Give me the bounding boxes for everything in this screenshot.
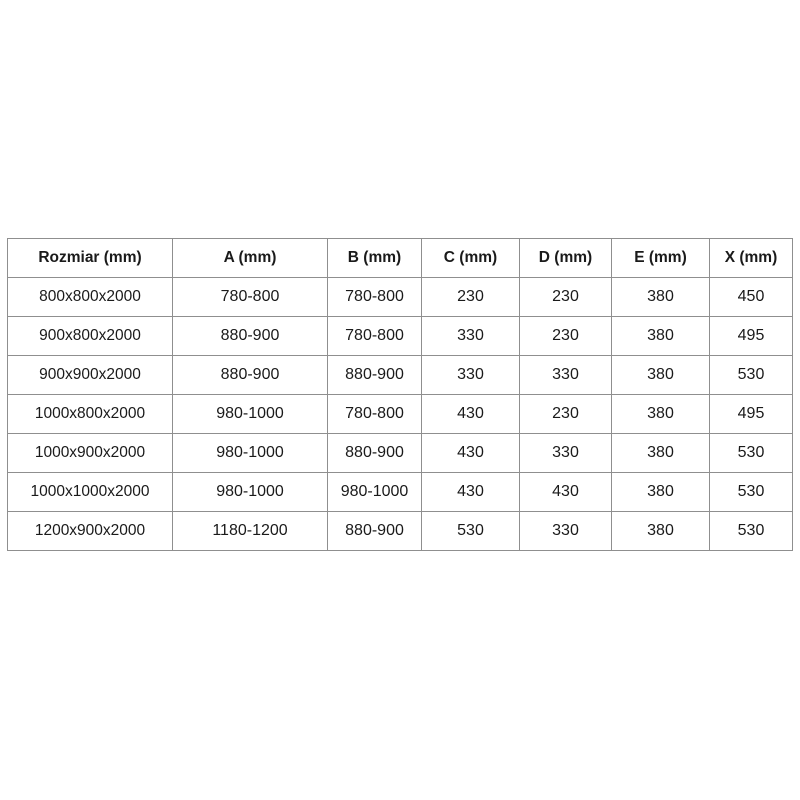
cell-e: 380	[611, 277, 710, 317]
cell-d: 430	[519, 472, 612, 512]
cell-size: 900x900x2000	[7, 355, 173, 395]
column-header-e: E (mm)	[611, 238, 710, 278]
cell-a: 880-900	[172, 355, 328, 395]
cell-e: 380	[611, 355, 710, 395]
cell-b: 780-800	[327, 277, 422, 317]
cell-e: 380	[611, 394, 710, 434]
cell-d: 330	[519, 355, 612, 395]
cell-a: 980-1000	[172, 433, 328, 473]
table-row: 900x900x2000 880-900 880-900 330 330 380…	[7, 355, 793, 395]
cell-size: 1000x1000x2000	[7, 472, 173, 512]
cell-c: 330	[421, 355, 520, 395]
cell-x: 495	[709, 316, 793, 356]
table-header: Rozmiar (mm) A (mm) B (mm) C (mm) D (mm)…	[7, 238, 793, 278]
cell-b: 980-1000	[327, 472, 422, 512]
cell-a: 980-1000	[172, 472, 328, 512]
cell-x: 450	[709, 277, 793, 317]
column-header-a: A (mm)	[172, 238, 328, 278]
cell-c: 430	[421, 472, 520, 512]
cell-x: 530	[709, 511, 793, 551]
cell-b: 780-800	[327, 394, 422, 434]
cell-c: 530	[421, 511, 520, 551]
cell-b: 880-900	[327, 355, 422, 395]
column-header-c: C (mm)	[421, 238, 520, 278]
cell-c: 430	[421, 394, 520, 434]
cell-size: 1000x800x2000	[7, 394, 173, 434]
cell-x: 530	[709, 433, 793, 473]
cell-d: 330	[519, 511, 612, 551]
cell-d: 230	[519, 394, 612, 434]
cell-size: 1200x900x2000	[7, 511, 173, 551]
column-header-size: Rozmiar (mm)	[7, 238, 173, 278]
cell-e: 380	[611, 316, 710, 356]
cell-d: 230	[519, 277, 612, 317]
table-row: 900x800x2000 880-900 780-800 330 230 380…	[7, 316, 793, 356]
cell-d: 230	[519, 316, 612, 356]
cell-a: 780-800	[172, 277, 328, 317]
cell-c: 230	[421, 277, 520, 317]
size-specification-table: Rozmiar (mm) A (mm) B (mm) C (mm) D (mm)…	[7, 238, 793, 551]
cell-size: 1000x900x2000	[7, 433, 173, 473]
column-header-x: X (mm)	[709, 238, 793, 278]
table-body: 800x800x2000 780-800 780-800 230 230 380…	[7, 277, 793, 551]
cell-x: 495	[709, 394, 793, 434]
cell-size: 900x800x2000	[7, 316, 173, 356]
cell-a: 880-900	[172, 316, 328, 356]
column-header-b: B (mm)	[327, 238, 422, 278]
table-row: 1000x900x2000 980-1000 880-900 430 330 3…	[7, 433, 793, 473]
cell-size: 800x800x2000	[7, 277, 173, 317]
table-header-row: Rozmiar (mm) A (mm) B (mm) C (mm) D (mm)…	[7, 238, 793, 278]
table-row: 800x800x2000 780-800 780-800 230 230 380…	[7, 277, 793, 317]
cell-a: 1180-1200	[172, 511, 328, 551]
cell-c: 430	[421, 433, 520, 473]
cell-e: 380	[611, 433, 710, 473]
cell-a: 980-1000	[172, 394, 328, 434]
cell-c: 330	[421, 316, 520, 356]
spec-table-container: Rozmiar (mm) A (mm) B (mm) C (mm) D (mm)…	[7, 238, 793, 551]
cell-b: 880-900	[327, 511, 422, 551]
cell-b: 880-900	[327, 433, 422, 473]
cell-e: 380	[611, 511, 710, 551]
cell-d: 330	[519, 433, 612, 473]
table-row: 1200x900x2000 1180-1200 880-900 530 330 …	[7, 511, 793, 551]
cell-x: 530	[709, 472, 793, 512]
table-row: 1000x800x2000 980-1000 780-800 430 230 3…	[7, 394, 793, 434]
cell-x: 530	[709, 355, 793, 395]
column-header-d: D (mm)	[519, 238, 612, 278]
cell-b: 780-800	[327, 316, 422, 356]
table-row: 1000x1000x2000 980-1000 980-1000 430 430…	[7, 472, 793, 512]
cell-e: 380	[611, 472, 710, 512]
